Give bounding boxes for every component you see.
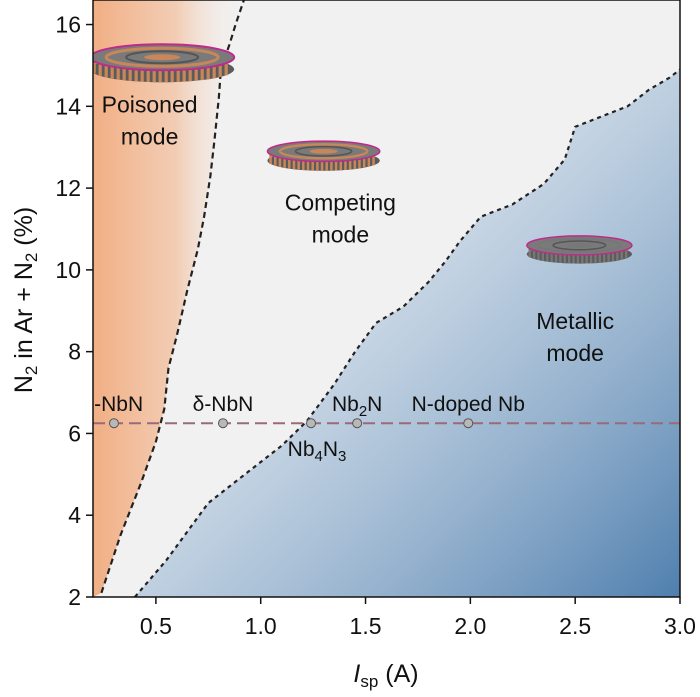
phase-marker — [352, 418, 363, 429]
region-label: Competing mode — [285, 190, 396, 248]
x-tick-label: 0.5 — [140, 613, 172, 639]
x-axis: 0.5 1.0 1.5 2.0 2.5 3.0 — [140, 597, 696, 639]
phase-label: N-doped Nb — [412, 393, 525, 416]
y-tick-label: 4 — [68, 502, 81, 528]
x-tick-label: 2.0 — [454, 613, 486, 639]
y-tick-label: 8 — [68, 339, 81, 365]
y-tick-label: 12 — [55, 175, 81, 201]
target-core — [309, 148, 338, 154]
y-tick-label: 16 — [55, 12, 81, 38]
phase-markers: ε-NbN δ-NbN Nb4N3 Nb2N N-doped Nb — [85, 393, 525, 465]
target-ring — [125, 50, 200, 65]
poisoned-region — [93, 0, 244, 597]
region-label: Metallic mode — [536, 308, 614, 366]
x-tick-label: 1.5 — [350, 613, 382, 639]
target-ring — [278, 143, 369, 160]
phase-label: Nb4N3 — [288, 438, 347, 465]
target-core — [566, 243, 593, 248]
y-tick-label: 10 — [55, 257, 81, 283]
phase-marker — [306, 418, 317, 429]
region-label: Poisoned mode — [102, 91, 198, 149]
phase-marker — [463, 418, 474, 429]
region-labels: Poisoned mode Competing mode Metallic mode — [102, 91, 615, 366]
target-icon-poisoned — [93, 43, 236, 83]
x-tick-label: 1.0 — [245, 613, 277, 639]
phase-marker — [217, 418, 228, 429]
target-ring — [294, 145, 353, 157]
y-axis-title: N2 in Ar + N2 (%) — [10, 207, 41, 393]
x-axis-title: Isp (A) — [353, 660, 418, 691]
boundary-lines — [100, 0, 680, 597]
target-ring — [104, 46, 220, 68]
boundary-line — [134, 68, 680, 597]
x-tick-label: 3.0 — [664, 613, 696, 639]
plot-frame — [92, 0, 681, 598]
plot-area: ε-NbN δ-NbN Nb4N3 Nb2N N-doped Nb Poisoned mo… — [85, 0, 680, 597]
target-icon-metallic — [526, 235, 633, 264]
target-core — [144, 54, 181, 61]
x-tick-label: 2.5 — [559, 613, 591, 639]
y-tick-label: 6 — [68, 420, 81, 446]
y-axis: 2 4 6 8 10 12 14 16 — [55, 12, 93, 610]
y-tick-label: 2 — [68, 584, 81, 610]
phase-label: ε-NbN — [85, 393, 143, 416]
phase-label: δ-NbN — [193, 393, 254, 416]
target-icon-competing — [266, 140, 381, 171]
metallic-region — [134, 69, 680, 597]
phase-label: Nb2N — [332, 393, 382, 420]
phase-marker — [108, 418, 119, 429]
target-icons — [93, 43, 633, 264]
y-tick-label: 14 — [55, 93, 81, 119]
